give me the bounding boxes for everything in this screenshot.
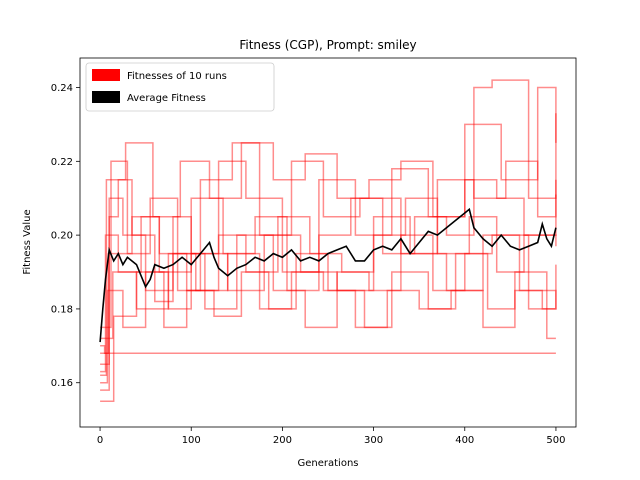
legend-swatch-runs — [92, 69, 120, 81]
run-series-line-3 — [100, 345, 556, 354]
x-tick-label: 300 — [364, 435, 383, 446]
run-series-line-4 — [100, 142, 557, 329]
y-tick-label: 0.20 — [51, 231, 73, 242]
runs-layer — [100, 79, 557, 402]
run-series-line-9 — [100, 252, 557, 340]
legend-swatch-average — [92, 91, 120, 103]
y-tick-label: 0.22 — [51, 157, 73, 168]
run-series-line-5 — [100, 252, 556, 402]
average-layer — [99, 207, 557, 343]
y-axis-label: Fitness Value — [22, 209, 33, 274]
run-series-line-10 — [100, 142, 557, 377]
y-tick-label: 0.16 — [51, 378, 73, 389]
legend-label-average: Average Fitness — [127, 93, 206, 104]
y-tick-label: 0.24 — [51, 83, 73, 94]
y-tick-label: 0.18 — [51, 304, 73, 315]
x-axis-ticks: 0 100 200 300 400 500 — [97, 427, 565, 446]
plot-frame — [79, 57, 577, 428]
run-series-line-1 — [100, 86, 557, 366]
run-series-line-2 — [100, 215, 557, 384]
y-axis-ticks: 0.16 0.18 0.20 0.22 0.24 — [51, 83, 80, 389]
legend-box — [85, 62, 275, 112]
legend-label-runs: Fitnesses of 10 runs — [127, 71, 227, 82]
x-tick-label: 0 — [97, 435, 103, 446]
plot-area — [79, 57, 577, 428]
run-series-line-7 — [100, 197, 557, 391]
x-tick-label: 500 — [546, 435, 565, 446]
x-tick-label: 200 — [273, 435, 292, 446]
plot-background — [80, 58, 576, 427]
run-series-line-6 — [100, 197, 557, 373]
chart-title: Fitness (CGP), Prompt: smiley — [239, 38, 416, 52]
run-series-line-8 — [100, 79, 557, 354]
x-axis-label: Generations — [298, 458, 359, 469]
x-tick-label: 400 — [455, 435, 474, 446]
legend: Fitnesses of 10 runs Average Fitness — [85, 62, 275, 112]
x-tick-label: 100 — [182, 435, 201, 446]
average-fitness-line — [99, 207, 557, 343]
